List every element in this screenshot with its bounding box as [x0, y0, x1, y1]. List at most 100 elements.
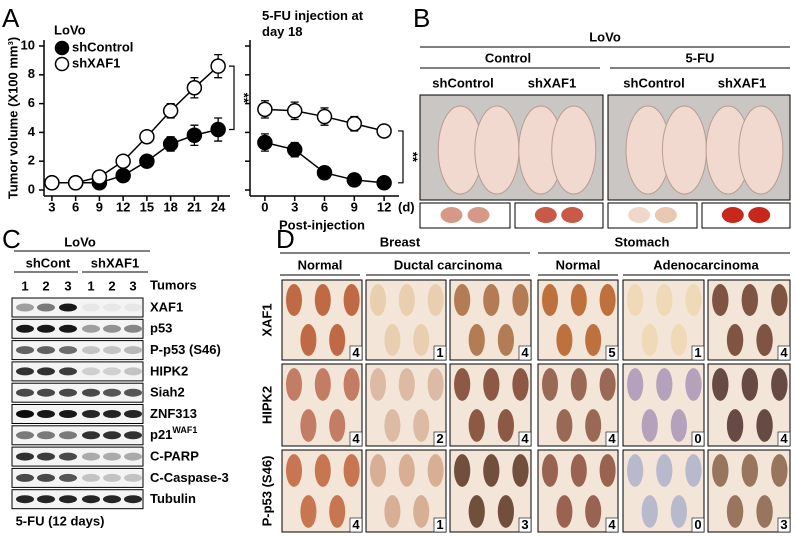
stained-tissue [497, 409, 514, 442]
score: 4 [352, 517, 360, 532]
band [103, 346, 121, 355]
row-label: HIPK2 [259, 386, 274, 424]
marker [346, 172, 363, 188]
mouse [738, 105, 784, 195]
y-tick-label: 8 [28, 66, 35, 81]
chart-title: LoVo [54, 22, 86, 37]
marker [115, 153, 131, 169]
column-label: shXAF1 [528, 75, 576, 90]
mouse [661, 105, 707, 195]
legend-marker [54, 56, 70, 72]
x-tick-label: 24 [211, 199, 226, 214]
stained-tissue [685, 368, 702, 401]
score: 3 [780, 517, 787, 532]
score-box [518, 517, 532, 533]
stained-tissue [398, 454, 415, 487]
marker [139, 128, 155, 145]
marker [162, 136, 179, 152]
score: 2 [436, 431, 443, 446]
band [16, 431, 34, 440]
stained-tissue [468, 409, 485, 442]
stained-tissue [427, 284, 444, 316]
row-label: XAF1 [259, 303, 274, 336]
tumor [654, 207, 677, 223]
score: 5 [608, 345, 615, 360]
stained-tissue [454, 284, 471, 316]
group-label: Control [485, 50, 531, 65]
stained-tissue [570, 368, 587, 401]
band [124, 431, 142, 440]
x-tick-label: 18 [163, 199, 177, 214]
y-axis-label: Tumor volume (X100 mm³) [5, 37, 20, 199]
stained-tissue [741, 454, 759, 487]
marker [44, 175, 60, 191]
x-tick-label: 6 [72, 199, 79, 214]
marker [186, 127, 203, 144]
score: 4 [780, 431, 788, 446]
band [103, 303, 121, 312]
lane-label: 3 [64, 278, 71, 293]
band-label: p53 [150, 321, 172, 336]
marker [286, 141, 303, 158]
band-label: C-PARP [150, 449, 199, 464]
band [82, 303, 100, 312]
score-box [349, 345, 363, 361]
score-box [691, 431, 705, 447]
tumor-photo [419, 202, 511, 229]
marker [316, 108, 333, 125]
x-tick-label: 12 [377, 199, 391, 214]
score-box [605, 517, 619, 533]
stained-tissue [542, 454, 558, 487]
band [124, 452, 142, 461]
mouse [551, 105, 597, 195]
band [124, 346, 142, 355]
tumor-photo [701, 202, 791, 229]
band [59, 303, 77, 312]
blot-strip [11, 404, 144, 424]
stained-tissue [556, 495, 573, 528]
stained-tissue [512, 368, 529, 401]
band [103, 431, 121, 440]
stained-tissue [413, 495, 430, 528]
tumor-photo [607, 202, 698, 229]
chart-title: 5-FU injection at day 18 [262, 8, 364, 39]
marker [316, 164, 333, 181]
tumor [748, 207, 771, 223]
score-box [518, 431, 532, 447]
band [103, 473, 121, 482]
band [103, 367, 121, 376]
band-label: Tubulin [150, 491, 196, 506]
stained-tissue [756, 324, 773, 356]
lane-label: 2 [42, 278, 49, 293]
score: 4 [521, 431, 529, 446]
marker [346, 116, 363, 132]
stained-tissue [413, 409, 430, 442]
blot-strip [11, 340, 144, 361]
marker [139, 153, 155, 169]
stained-tissue [726, 495, 744, 528]
significance-bracket [229, 65, 235, 131]
stained-tissue [384, 495, 401, 528]
band [82, 346, 100, 355]
stained-tissue [685, 284, 702, 316]
column-label: shControl [432, 75, 493, 90]
band-label: p21WAF1 [150, 425, 197, 442]
stained-tissue [384, 324, 401, 356]
band [59, 452, 77, 461]
stained-tissue [712, 454, 729, 487]
band [82, 473, 100, 482]
score-box [349, 431, 363, 447]
band [59, 388, 77, 397]
stained-tissue [712, 368, 729, 401]
stained-tissue [329, 495, 346, 528]
band [59, 324, 77, 333]
band [103, 452, 121, 461]
stained-tissue [300, 324, 317, 356]
blot-strip [11, 446, 144, 467]
stained-tissue [570, 284, 587, 316]
score: 4 [608, 431, 616, 446]
stained-tissue [771, 454, 788, 487]
legend-label: shXAF1 [72, 55, 120, 70]
column-label: shControl [623, 75, 684, 90]
blot-strip [11, 361, 144, 382]
